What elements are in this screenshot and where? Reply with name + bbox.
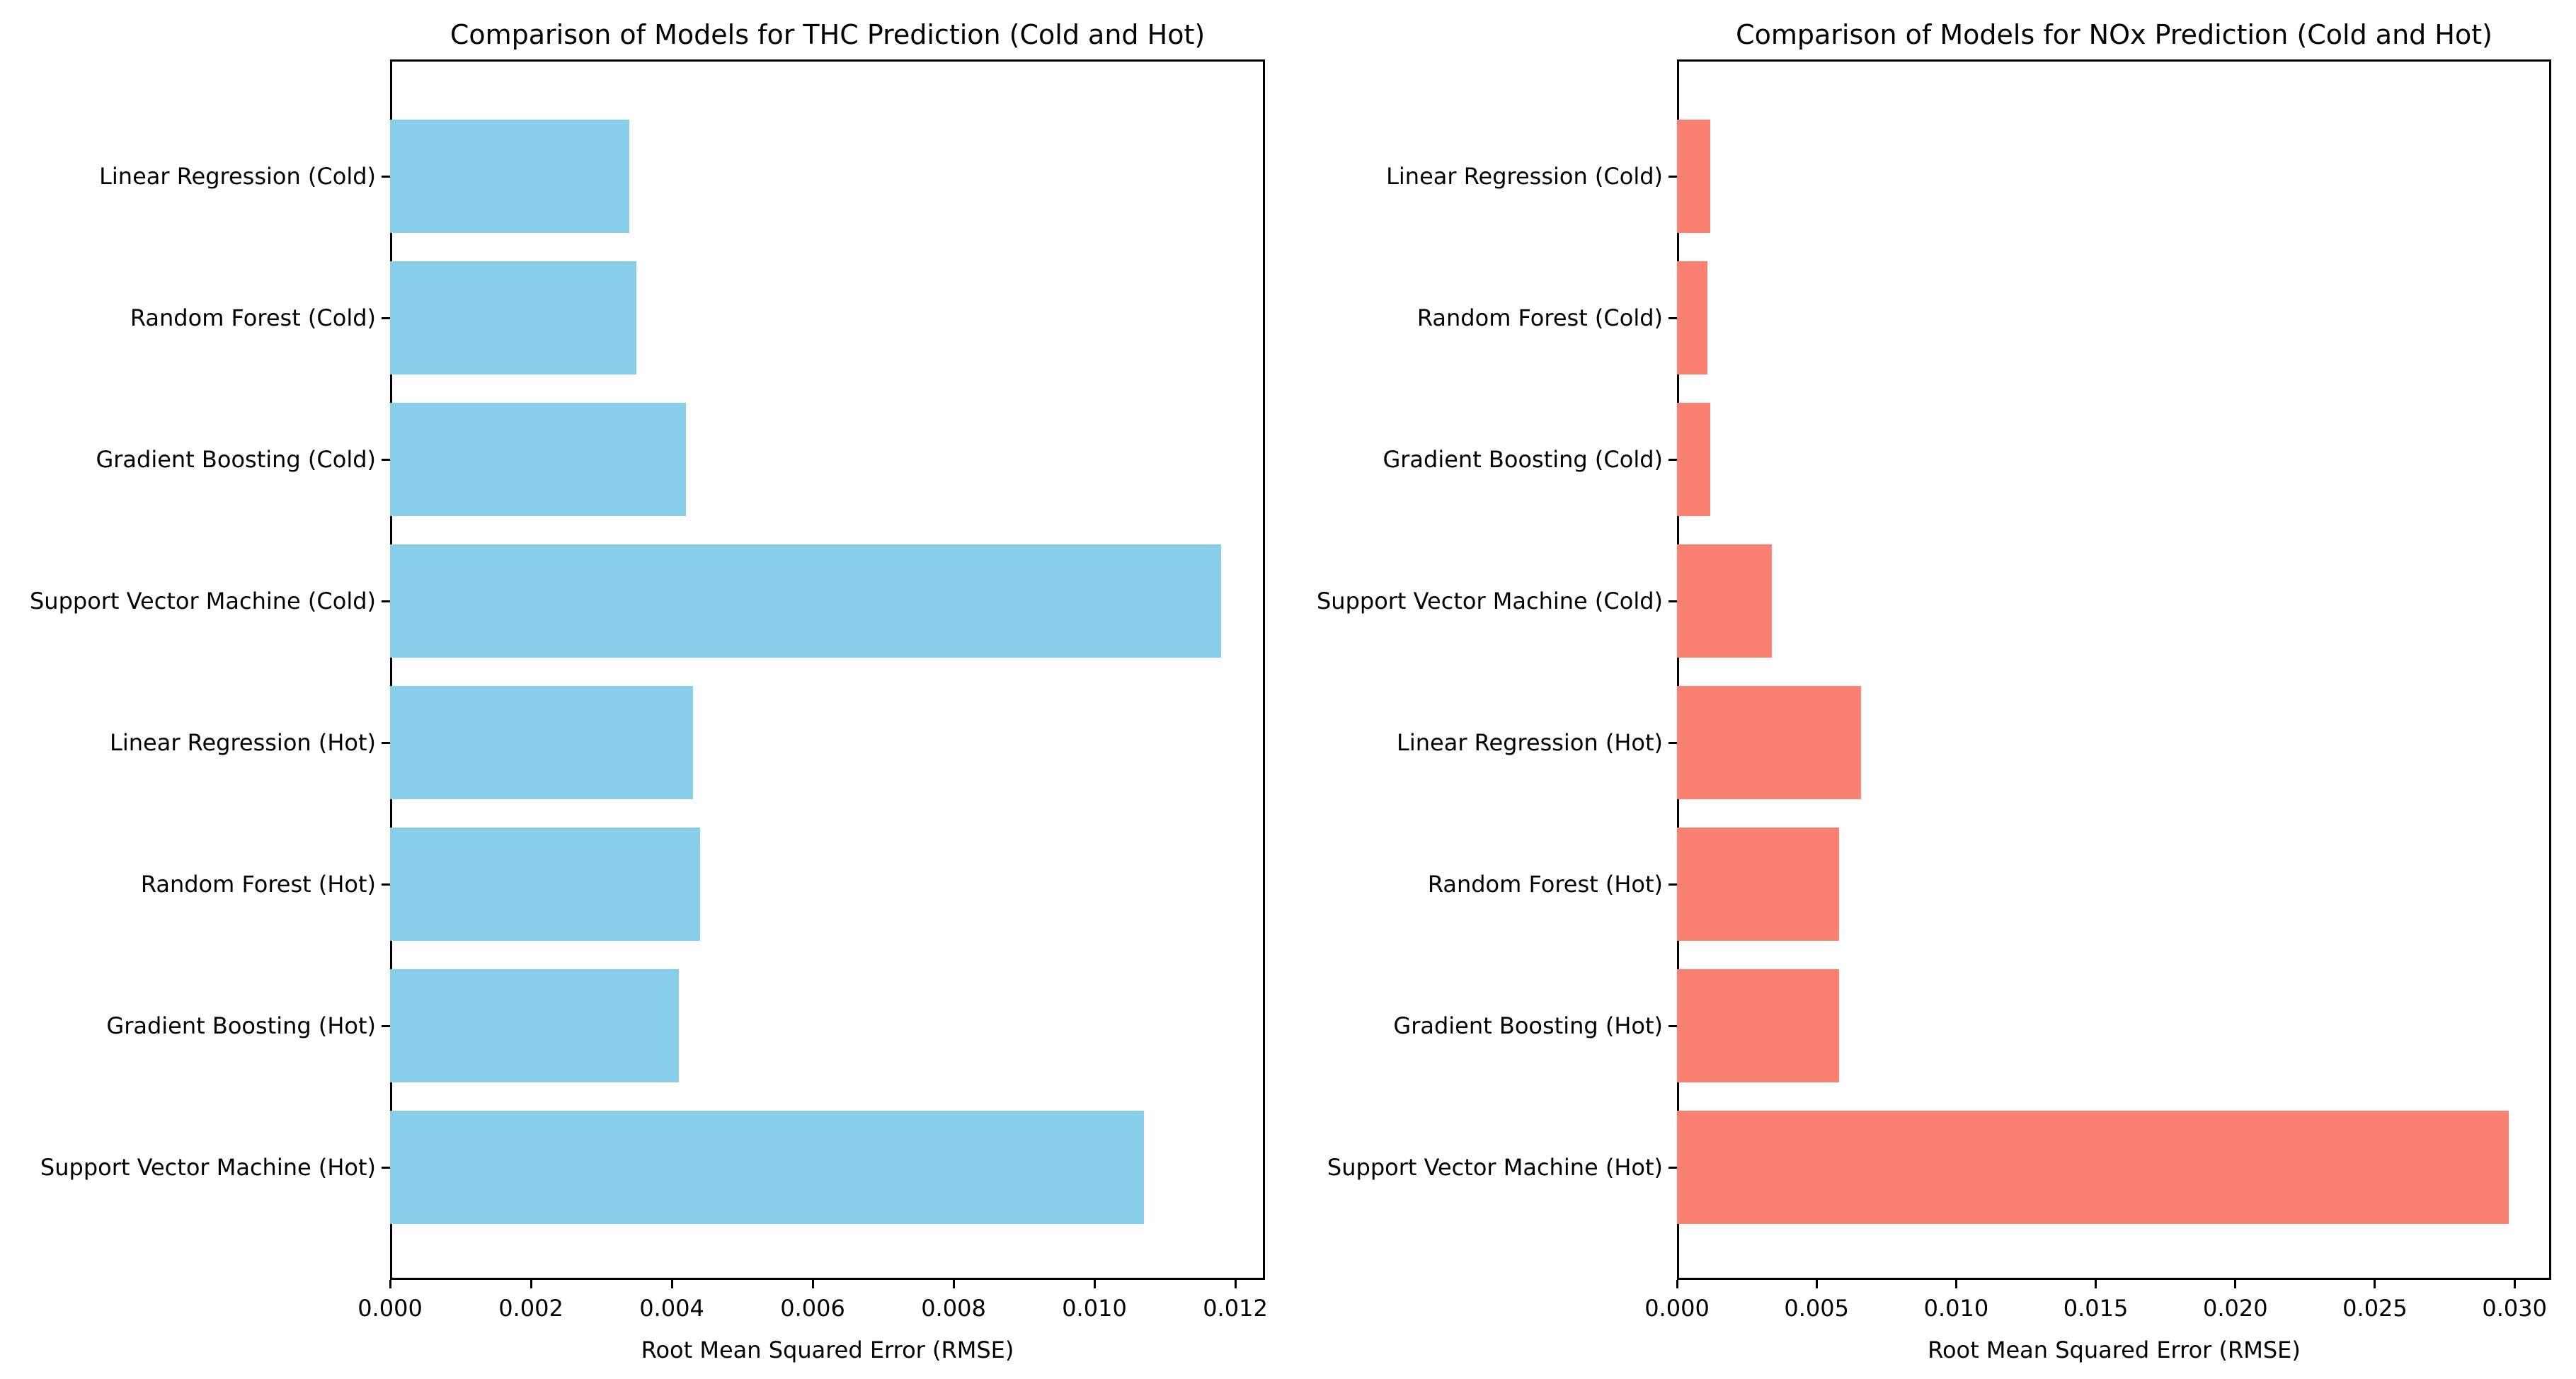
y-tick-mark [1668,176,1677,178]
x-tick-label: 0.025 [2342,1295,2408,1322]
x-tick-mark [670,1280,673,1288]
y-tick-label: Support Vector Machine (Hot) [1327,1154,1663,1181]
y-tick-label: Linear Regression (Cold) [1386,163,1663,190]
x-tick-mark [1815,1280,1818,1288]
x-tick-mark [1954,1280,1957,1288]
bar-support-vector-machine-cold [1677,544,1772,658]
y-tick-mark [382,459,390,461]
x-tick-label: 0.000 [1644,1295,1710,1322]
x-tick-label: 0.000 [357,1295,423,1322]
x-tick-mark [389,1280,391,1288]
y-tick-mark [1668,600,1677,602]
y-tick-mark [1668,742,1677,744]
plot-area-nox [1677,59,2551,1280]
y-tick-mark [382,742,390,744]
y-tick-mark [1668,317,1677,319]
x-tick-label: 0.002 [498,1295,563,1322]
y-tick-label: Linear Regression (Hot) [1397,729,1663,756]
bar-random-forest-hot [1677,828,1839,941]
bar-linear-regression-hot [390,686,693,799]
x-tick-label: 0.010 [1923,1295,1989,1322]
x-tick-label: 0.012 [1203,1295,1268,1322]
bar-gradient-boosting-cold [1677,403,1710,516]
bar-support-vector-machine-hot [390,1111,1144,1224]
x-tick-mark [811,1280,814,1288]
x-tick-label: 0.020 [2202,1295,2268,1322]
x-tick-mark [1234,1280,1237,1288]
y-tick-mark [1668,1025,1677,1027]
x-tick-label: 0.005 [1784,1295,1849,1322]
y-tick-label: Support Vector Machine (Cold) [1316,588,1663,614]
y-tick-label: Random Forest (Hot) [140,871,376,898]
y-tick-label: Gradient Boosting (Cold) [1383,446,1663,473]
y-tick-mark [382,1025,390,1027]
y-tick-mark [382,1167,390,1169]
bar-support-vector-machine-hot [1677,1111,2509,1224]
axes-spines [390,59,1265,1280]
y-tick-mark [1668,1167,1677,1169]
x-tick-label: 0.008 [921,1295,986,1322]
y-tick-mark [1668,883,1677,886]
y-tick-label: Gradient Boosting (Hot) [106,1012,376,1039]
bar-gradient-boosting-cold [390,403,686,516]
y-tick-mark [382,883,390,886]
x-tick-label: 0.004 [639,1295,704,1322]
chart-title-thc: Comparison of Models for THC Prediction … [450,19,1206,50]
bar-gradient-boosting-hot [1677,969,1839,1082]
x-tick-mark [2234,1280,2237,1288]
x-axis-label-nox: Root Mean Squared Error (RMSE) [1928,1337,2301,1363]
y-tick-mark [382,600,390,602]
x-axis-label-thc: Root Mean Squared Error (RMSE) [641,1337,1014,1363]
x-tick-label: 0.010 [1062,1295,1127,1322]
y-tick-label: Support Vector Machine (Cold) [29,588,376,614]
y-tick-label: Random Forest (Cold) [1416,304,1663,331]
bar-random-forest-hot [390,828,700,941]
x-tick-mark [529,1280,532,1288]
x-tick-mark [1676,1280,1678,1288]
y-tick-label: Random Forest (Hot) [1427,871,1663,898]
bar-linear-regression-cold [1677,120,1710,233]
bar-gradient-boosting-hot [390,969,679,1082]
y-tick-label: Linear Regression (Cold) [99,163,376,190]
axes-spines [1677,59,2551,1280]
x-tick-label: 0.006 [780,1295,845,1322]
bar-linear-regression-cold [390,120,629,233]
x-tick-mark [2095,1280,2097,1288]
x-tick-label: 0.015 [2063,1295,2129,1322]
bar-random-forest-cold [390,261,636,374]
plot-area-thc [390,59,1265,1280]
y-tick-label: Gradient Boosting (Hot) [1393,1012,1663,1039]
x-tick-mark [952,1280,955,1288]
chart-title-nox: Comparison of Models for NOx Prediction … [1736,19,2492,50]
y-tick-label: Linear Regression (Hot) [110,729,376,756]
y-tick-mark [382,317,390,319]
bar-linear-regression-hot [1677,686,1861,799]
y-tick-label: Random Forest (Cold) [130,304,376,331]
x-tick-label: 0.030 [2482,1295,2547,1322]
bar-random-forest-cold [1677,261,1707,374]
x-tick-mark [2374,1280,2376,1288]
y-tick-label: Gradient Boosting (Cold) [96,446,376,473]
y-tick-label: Support Vector Machine (Hot) [40,1154,376,1181]
y-tick-mark [382,176,390,178]
x-tick-mark [2513,1280,2516,1288]
x-tick-mark [1093,1280,1096,1288]
y-tick-mark [1668,459,1677,461]
bar-support-vector-machine-cold [390,544,1221,658]
